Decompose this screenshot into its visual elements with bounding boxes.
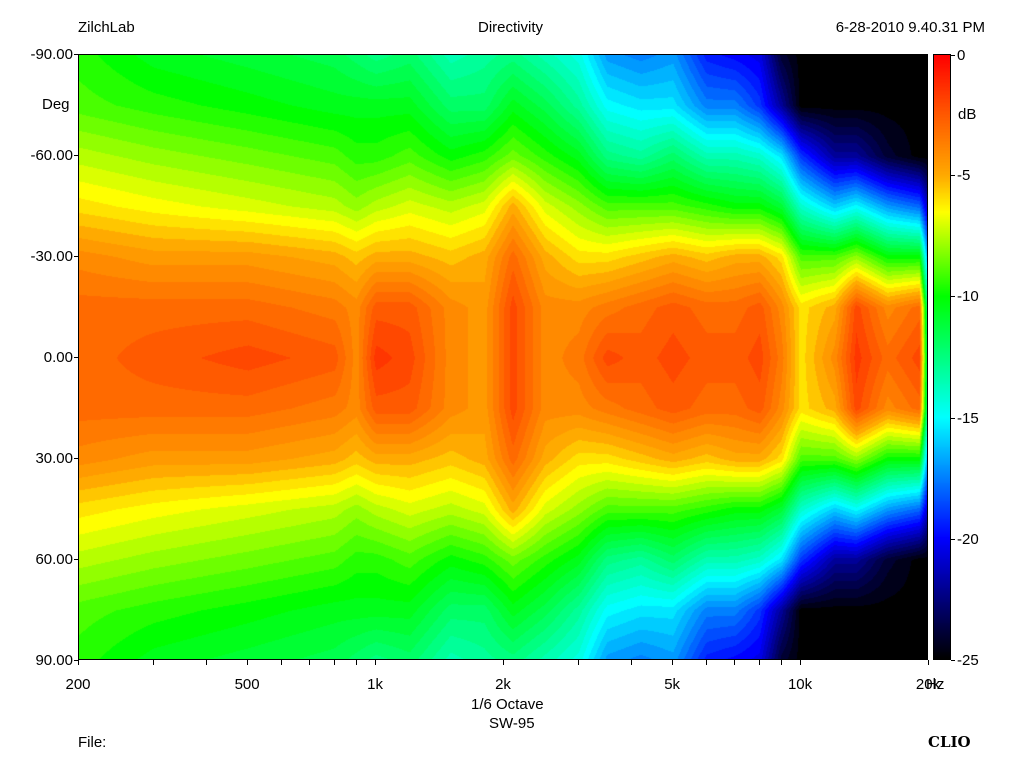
x-tick-label: 20k [915, 676, 941, 693]
y-tick-label: 90.00 [35, 651, 73, 669]
colorbar-unit-label: dB [958, 106, 977, 123]
x-unit-label: Hz [926, 676, 945, 693]
y-tick-label: 30.00 [35, 449, 73, 467]
colorbar-tick-label: 0 [957, 46, 966, 64]
heatmap-plot [78, 54, 928, 660]
timestamp: 6-28-2010 9.40.31 PM [835, 19, 985, 36]
colorbar-tick-label: -25 [957, 651, 979, 669]
x-tick-label: 10k [787, 676, 813, 693]
x-tick-label: 500 [234, 676, 260, 693]
colorbar-tick-label: -10 [957, 287, 979, 305]
x-tick-label: 1k [367, 676, 383, 693]
y-tick-label: -90.00 [30, 45, 73, 63]
heatmap-canvas [79, 55, 927, 659]
y-tick-label: 60.00 [35, 550, 73, 568]
x-sub-label-octave: 1/6 Octave [471, 696, 544, 713]
x-tick-label: 200 [65, 676, 91, 693]
y-tick-label: 0.00 [43, 348, 73, 366]
y-unit-label: Deg [42, 96, 70, 113]
y-tick-label: -60.00 [30, 146, 73, 164]
colorbar-tick-label: -20 [957, 530, 979, 548]
colorbar [933, 54, 951, 660]
colorbar-tick-label: -15 [957, 409, 979, 427]
file-label: File: [78, 734, 107, 751]
colorbar-gradient [934, 55, 950, 659]
chart-title: Directivity [478, 19, 544, 36]
x-tick-label: 5k [664, 676, 681, 693]
x-sub-label-model: SW-95 [489, 715, 535, 732]
app-name: ZilchLab [78, 19, 135, 36]
colorbar-tick-label: -5 [957, 166, 971, 184]
y-tick-label: -30.00 [30, 247, 73, 265]
clio-brand-logo: CLIO [928, 733, 971, 751]
x-tick-label: 2k [495, 676, 511, 693]
